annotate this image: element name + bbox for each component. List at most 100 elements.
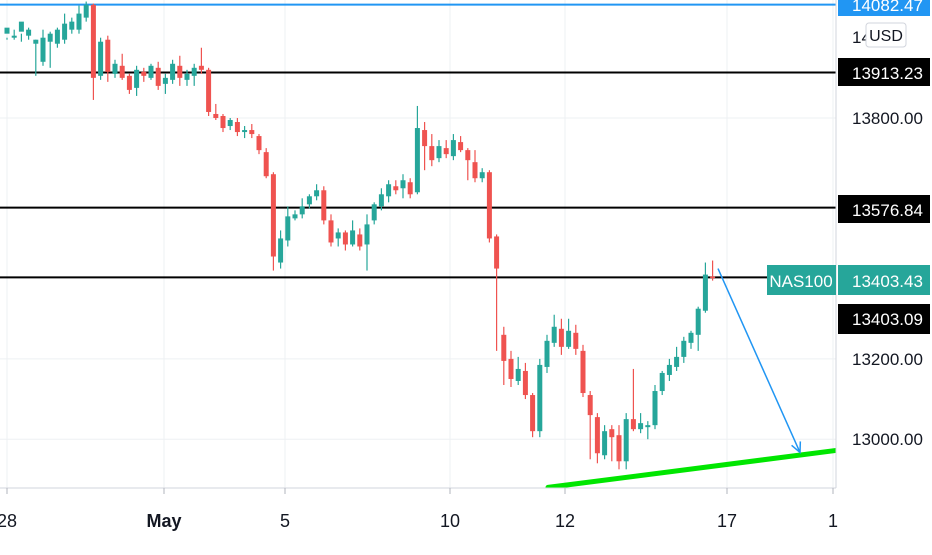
candle-body bbox=[688, 332, 694, 343]
candle-body bbox=[393, 186, 399, 191]
candle-body bbox=[141, 71, 147, 76]
candle-body bbox=[414, 128, 420, 193]
time-tick-label: 5 bbox=[280, 511, 290, 531]
candle-body bbox=[292, 214, 298, 219]
candle-body bbox=[69, 21, 75, 30]
candle-body bbox=[306, 196, 312, 205]
candle-body bbox=[126, 75, 132, 90]
grid bbox=[0, 0, 836, 488]
candle-body bbox=[436, 146, 442, 159]
symbol-tag-text: NAS100 bbox=[769, 272, 832, 291]
candle-body bbox=[566, 330, 572, 347]
candles bbox=[4, 1, 716, 470]
candle-body bbox=[371, 204, 377, 221]
candle-body bbox=[645, 425, 651, 428]
candle-body bbox=[558, 328, 564, 347]
level-tag-13913[interactable] bbox=[838, 58, 930, 86]
candle-body bbox=[321, 190, 327, 221]
candle-body bbox=[62, 23, 68, 40]
candle-body bbox=[623, 419, 629, 462]
candle-body bbox=[263, 152, 269, 177]
projection-arrow bbox=[717, 268, 801, 453]
level-lines[interactable] bbox=[0, 3, 836, 279]
currency-badge[interactable] bbox=[865, 22, 907, 48]
symbol-tag[interactable] bbox=[767, 265, 836, 295]
level-tag-top-text: 14082.47 bbox=[852, 0, 923, 15]
time-axis-labels: 28 May 5 10 12 17 1 bbox=[0, 488, 838, 531]
level-tag-top[interactable] bbox=[838, 0, 930, 16]
candle-body bbox=[501, 334, 507, 361]
candle-body bbox=[76, 13, 82, 30]
candle-body bbox=[342, 232, 348, 245]
candle-body bbox=[278, 238, 284, 263]
candle-body bbox=[54, 29, 60, 44]
candle-body bbox=[652, 391, 658, 426]
candle-body bbox=[400, 180, 406, 189]
candle-body bbox=[472, 162, 478, 179]
candle-body bbox=[83, 4, 89, 18]
candle-body bbox=[26, 29, 32, 36]
time-axis-bg[interactable] bbox=[0, 488, 932, 550]
candle-body bbox=[112, 63, 118, 74]
candle-body bbox=[90, 4, 96, 78]
trend-line bbox=[545, 447, 839, 490]
candle-body bbox=[522, 370, 528, 396]
candle-body bbox=[450, 140, 456, 157]
candle-body bbox=[357, 234, 363, 247]
candle-body bbox=[602, 431, 608, 456]
candle-body bbox=[155, 67, 161, 86]
candle-body bbox=[350, 230, 356, 245]
candle-body bbox=[184, 73, 190, 80]
candle-body bbox=[40, 37, 46, 62]
candle-body bbox=[4, 27, 10, 34]
candle-body bbox=[407, 182, 413, 195]
price-axis-ticks: 13800.00 13200.00 13000.00 bbox=[852, 109, 923, 449]
time-tick-label: 12 bbox=[555, 511, 575, 531]
candle-body bbox=[148, 65, 154, 78]
candle-body bbox=[198, 65, 204, 70]
currency-label: USD bbox=[869, 28, 903, 45]
candle-body bbox=[170, 63, 176, 80]
candle-body bbox=[587, 395, 593, 416]
candle-body bbox=[594, 417, 600, 454]
level-tag-13403[interactable] bbox=[838, 304, 930, 334]
candle-body bbox=[364, 224, 370, 245]
candle-body bbox=[429, 146, 435, 161]
drawings[interactable] bbox=[545, 268, 839, 490]
level-tag-13913-text: 13913.23 bbox=[852, 64, 923, 83]
current-price-tag[interactable] bbox=[838, 265, 930, 295]
candle-body bbox=[544, 340, 550, 367]
level-tag-13576[interactable] bbox=[838, 195, 930, 223]
candle-body bbox=[494, 236, 500, 269]
candle-body bbox=[134, 69, 140, 88]
candle-body bbox=[47, 33, 53, 42]
candle-body bbox=[98, 41, 104, 76]
candle-body bbox=[270, 174, 276, 257]
candle-body bbox=[674, 356, 680, 367]
candle-body bbox=[681, 340, 687, 357]
candle-body bbox=[638, 423, 644, 430]
candle-body bbox=[314, 190, 320, 197]
candle-body bbox=[162, 77, 168, 84]
candle-body bbox=[386, 184, 392, 197]
candle-body bbox=[458, 142, 464, 151]
candle-body bbox=[710, 276, 716, 279]
candle-body bbox=[515, 368, 521, 381]
candle-body bbox=[227, 120, 233, 127]
candle-body bbox=[119, 65, 125, 78]
candle-body bbox=[573, 332, 579, 349]
candle-body bbox=[191, 67, 197, 76]
candle-body bbox=[378, 194, 384, 207]
time-tick-label: 1 bbox=[828, 511, 838, 531]
time-tick-label: 28 bbox=[0, 511, 17, 531]
time-tick-label: 17 bbox=[717, 511, 737, 531]
level-tag-13576-text: 13576.84 bbox=[852, 201, 923, 220]
candle-body bbox=[328, 220, 334, 243]
current-price-tag-text: 13403.43 bbox=[852, 272, 923, 291]
time-tick-label: 10 bbox=[440, 511, 460, 531]
candle-body bbox=[659, 372, 665, 392]
level-tag-13403-text: 13403.09 bbox=[852, 310, 923, 329]
candle-body bbox=[105, 39, 111, 72]
